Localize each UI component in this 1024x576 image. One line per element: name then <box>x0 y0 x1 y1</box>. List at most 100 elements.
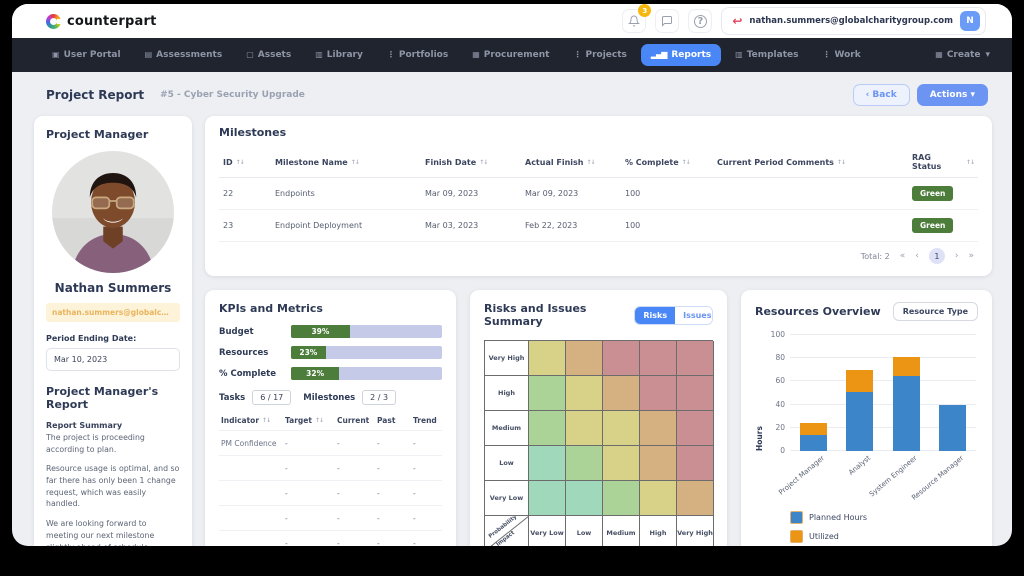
nav-item-work[interactable]: ⋮ Work <box>812 44 870 66</box>
header-actions: ‹ Back Actions ▾ <box>852 84 988 106</box>
table-row[interactable]: PM Confidence - - - - <box>219 431 442 456</box>
heatmap-cell-medium-low <box>566 411 603 446</box>
page-title: Project Report <box>46 88 145 102</box>
sort-icon[interactable]: ↑↓ <box>965 158 975 166</box>
sort-icon[interactable]: ↑↓ <box>586 158 595 166</box>
nav-item-assets[interactable]: ▢ Assets <box>236 44 301 66</box>
summary-paragraph: We are looking forward to meeting our ne… <box>46 519 155 546</box>
app-logo[interactable]: counterpart <box>46 13 157 29</box>
first-page-button[interactable]: « <box>899 250 906 261</box>
table-row[interactable]: ---- <box>219 531 442 547</box>
project-manager-card: Project Manager Nathan Summers nathan.su… <box>34 116 192 546</box>
library-icon: ▥ <box>315 50 323 59</box>
create-button[interactable]: ▦ Create ▾ <box>935 50 990 60</box>
nav-item-procurement[interactable]: ▦ Procurement <box>462 44 559 66</box>
table-cell: - <box>413 488 416 498</box>
risks-card: Risks and Issues Summary Risks Issues Ve… <box>470 290 727 546</box>
table-row[interactable]: ---- <box>219 506 442 531</box>
milestones-col-complete[interactable]: % Complete ↑↓ <box>621 152 713 173</box>
risks-toggle-button[interactable]: Risks <box>635 306 676 324</box>
column-label: Finish Date <box>425 157 477 167</box>
last-page-button[interactable]: » <box>968 250 974 261</box>
heatmap-row-label: High <box>485 376 529 411</box>
table-cell: - <box>413 513 416 523</box>
sort-icon[interactable]: ↑↓ <box>681 158 691 166</box>
column-label: Indicator <box>221 416 260 425</box>
account-menu[interactable]: ↩ nathan.summers@globalcharitygroup.com … <box>721 7 986 35</box>
prev-page-button[interactable]: ‹ <box>915 250 919 261</box>
table-cell: - <box>377 463 380 473</box>
bar-segment-planned <box>892 375 920 451</box>
risk-heatmap: Very High High Medium Low Very Low Probabilit… <box>484 340 714 546</box>
nav-item-templates[interactable]: ▥ Templates <box>725 44 808 66</box>
milestones-total: Total: 2 <box>860 251 890 261</box>
table-cell: Endpoints <box>275 189 315 198</box>
back-button[interactable]: ‹ Back <box>852 84 910 106</box>
nav-item-projects[interactable]: ⋮ Projects <box>563 44 636 66</box>
nav-item-portfolios[interactable]: ⋮ Portfolios <box>377 44 458 66</box>
actions-button[interactable]: Actions ▾ <box>916 84 988 106</box>
indicator-table: Indicator ↑↓ Target ↑↓ Current Past Trend PM C… <box>219 411 442 546</box>
sort-icon[interactable]: ↑↓ <box>235 158 245 166</box>
rag-status-badge: Green <box>912 218 954 233</box>
indicator-col-current: Current <box>335 411 375 430</box>
nav-item-library[interactable]: ▥ Library <box>305 44 373 66</box>
templates-icon: ▥ <box>735 50 743 59</box>
notifications-button[interactable]: 3 <box>622 4 652 33</box>
resources-card: Resources Overview Resource Type Hours 0… <box>741 290 992 546</box>
nav-item-label: Assessments <box>156 50 223 60</box>
kpi-label: Resources <box>219 347 269 358</box>
sort-icon[interactable]: ↑↓ <box>350 158 360 166</box>
sort-icon[interactable]: ↑↓ <box>262 417 271 424</box>
milestones-col-milestone-name[interactable]: Milestone Name ↑↓ <box>271 152 421 173</box>
milestones-col-current-period-comments[interactable]: Current Period Comments ↑↓ <box>713 152 908 173</box>
heatmap-cell-very-high-medium <box>603 341 640 376</box>
milestones-col-id[interactable]: ID ↑↓ <box>219 152 271 173</box>
resource-type-button[interactable]: Resource Type <box>892 302 978 321</box>
top-bar: counterpart 3 ? ↩ nathan.summers@globalc… <box>12 4 1012 38</box>
resources-title: Resources Overview <box>755 305 881 318</box>
heatmap-cell-very-high-high <box>640 341 677 376</box>
milestones-col-finish-date[interactable]: Finish Date ↑↓ <box>421 152 521 173</box>
heatmap-cell-high-high <box>640 376 677 411</box>
table-row[interactable]: 23 Endpoint Deployment Mar 03, 2023 Feb 22,… <box>219 210 978 242</box>
milestones-col-rag-status[interactable]: RAG Status ↑↓ <box>908 147 978 177</box>
sort-icon[interactable]: ↑↓ <box>314 417 324 424</box>
nav-item-reports[interactable]: ▂▄▆ Reports <box>640 44 722 66</box>
heatmap-cell-low-medium <box>603 446 640 481</box>
chart-legend: Planned Hours Utilized <box>790 511 976 543</box>
table-cell: 100 <box>625 221 641 230</box>
milestones-counter: Milestones 2 / 3 <box>303 390 397 405</box>
table-cell: - <box>413 538 416 547</box>
period-ending-input[interactable] <box>46 348 180 371</box>
chevron-down-icon: ▾ <box>985 50 990 60</box>
pm-photo <box>52 151 174 273</box>
nav-item-assessments[interactable]: ▤ Assessments <box>135 44 233 66</box>
user-avatar[interactable]: N <box>960 11 980 31</box>
milestones-col-actual-finish[interactable]: Actual Finish ↑↓ <box>521 152 621 173</box>
indicator-col-indicator[interactable]: Indicator ↑↓ <box>219 411 283 430</box>
milestones-body: 22 Endpoints Mar 09, 2023 Mar 09, 2023 100 Gr… <box>219 178 978 242</box>
issues-toggle-button[interactable]: Issues <box>675 306 713 324</box>
create-grid-icon: ▦ <box>935 50 943 59</box>
table-cell: 22 <box>223 189 234 198</box>
sort-icon[interactable]: ↑↓ <box>836 158 846 166</box>
table-row[interactable]: 22 Endpoints Mar 09, 2023 Mar 09, 2023 100 Gr… <box>219 178 978 210</box>
table-cell <box>219 536 283 547</box>
heatmap-cell-very-low-low <box>566 481 603 516</box>
bar-analyst <box>846 369 874 451</box>
next-page-button[interactable]: › <box>954 250 959 261</box>
messages-button[interactable] <box>655 9 680 33</box>
nav-item-user-portal[interactable]: ▣ User Portal <box>42 44 131 66</box>
heatmap-cell-medium-medium <box>603 411 640 446</box>
table-cell: - <box>337 488 340 498</box>
indicator-col-target[interactable]: Target ↑↓ <box>283 411 335 430</box>
app-window: counterpart 3 ? ↩ nathan.summers@globalc… <box>12 4 1012 546</box>
heatmap-cell-high-medium <box>603 376 640 411</box>
sort-icon[interactable]: ↑↓ <box>479 158 488 166</box>
current-page-button[interactable]: 1 <box>928 248 945 264</box>
table-row[interactable]: ---- <box>219 481 442 506</box>
help-button[interactable]: ? <box>688 9 713 33</box>
table-row[interactable]: ---- <box>219 456 442 481</box>
milestones-header-row: ID ↑↓ Milestone Name ↑↓ Finish Date ↑↓ Actual … <box>219 147 978 178</box>
